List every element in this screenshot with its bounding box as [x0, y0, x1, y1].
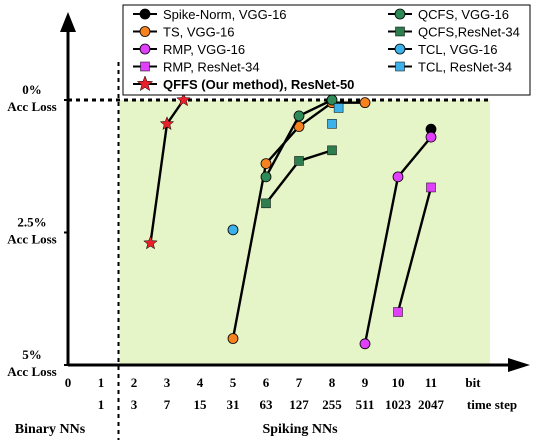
data-point-rmp-vgg-16	[425, 131, 437, 143]
x-tick-bit-label: 9	[362, 375, 369, 390]
x-tick-timestep-label: 1	[98, 397, 105, 412]
data-point-rmp-resnet-34	[393, 307, 403, 317]
y-tick-unit-label: Acc Loss	[7, 99, 56, 114]
legend-marker	[140, 61, 150, 72]
plot-background	[119, 100, 490, 365]
data-point-rmp-vgg-16	[359, 338, 371, 350]
legend-label: RMP, VGG-16	[163, 42, 245, 57]
data-point-tcl-vgg-16	[227, 224, 239, 236]
x-axis-timestep-label: time step	[467, 397, 517, 412]
x-tick-timestep-label: 1023	[385, 397, 412, 412]
y-tick-unit-label: Acc Loss	[7, 364, 56, 379]
x-tick-bit-label: 4	[197, 375, 204, 390]
legend-marker	[395, 61, 405, 72]
legend-marker	[139, 26, 151, 37]
x-tick-timestep-label: 2047	[418, 397, 445, 412]
x-tick-bit-label: 1	[98, 375, 105, 390]
y-tick-label: 0%	[22, 82, 42, 97]
x-tick-bit-label: 8	[329, 375, 336, 390]
legend-label: TCL, VGG-16	[418, 42, 497, 57]
x-tick-bit-label: 0	[65, 375, 72, 390]
x-tick-timestep-label: 127	[289, 397, 309, 412]
data-point-ts-vgg-16	[359, 97, 371, 109]
spiking-region-label: Spiking NNs	[262, 422, 338, 437]
legend-marker	[394, 8, 406, 20]
binary-region-label: Binary NNs	[15, 422, 86, 437]
data-point-qffs-our-method-resnet-50	[159, 116, 175, 131]
data-point-ts-vgg-16	[260, 158, 272, 170]
data-point-qcfs-resnet-34	[294, 156, 304, 166]
legend-marker-highlight	[136, 75, 154, 92]
data-point-tcl-resnet-34	[333, 103, 344, 113]
y-tick-label: 5%	[22, 347, 42, 362]
x-tick-timestep-label: 15	[194, 397, 208, 412]
x-tick-bit-label: 7	[296, 375, 303, 390]
series-line-rmp-resnet-34	[396, 187, 433, 313]
data-point-tcl-resnet-34	[327, 119, 337, 129]
data-point-rmp-vgg-16	[392, 171, 404, 183]
data-point-qcfs-vgg-16	[293, 110, 305, 122]
legend-label-highlight: QFFS (Our method), ResNet-50	[163, 77, 354, 92]
x-tick-timestep-label: 63	[260, 397, 274, 412]
legend-marker	[395, 26, 405, 37]
x-tick-bit-label: 2	[131, 375, 138, 390]
legend-label: TCL, ResNet-34	[418, 60, 512, 75]
x-axis-arrow	[508, 358, 530, 372]
legend-marker	[139, 43, 151, 55]
legend-label: RMP, ResNet-34	[163, 60, 260, 75]
legend-label: TS, VGG-16	[163, 25, 235, 40]
y-tick-unit-label: Acc Loss	[7, 232, 56, 247]
data-point-qcfs-resnet-34	[327, 145, 337, 156]
x-tick-timestep-label: 7	[164, 397, 171, 412]
x-tick-timestep-label: 255	[322, 397, 342, 412]
legend-box	[122, 4, 531, 96]
y-axis-arrow	[60, 12, 76, 32]
data-point-ts-vgg-16	[227, 333, 239, 344]
data-point-rmp-resnet-34	[426, 182, 436, 193]
x-tick-bit-label: 5	[230, 375, 237, 390]
x-tick-bit-label: 11	[425, 375, 437, 390]
legend-marker	[394, 43, 406, 55]
x-tick-bit-label: 10	[392, 375, 405, 390]
data-point-qcfs-resnet-34	[261, 198, 271, 209]
y-tick-label: 2.5%	[17, 215, 46, 230]
legend-label: Spike-Norm, VGG-16	[163, 7, 287, 22]
legend-label: QCFS,ResNet-34	[418, 25, 520, 40]
x-tick-bit-label: 6	[263, 375, 270, 390]
legend-marker	[139, 8, 151, 20]
data-point-qcfs-vgg-16	[260, 171, 272, 183]
x-tick-timestep-label: 3	[131, 397, 138, 412]
data-point-qffs-our-method-resnet-50	[176, 92, 191, 107]
x-tick-timestep-label: 511	[356, 397, 375, 412]
x-axis-bit-label: bit	[465, 375, 481, 390]
x-tick-timestep-label: 31	[227, 397, 240, 412]
data-point-qffs-our-method-resnet-50	[143, 235, 158, 250]
legend-label: QCFS, VGG-16	[418, 7, 509, 22]
x-tick-bit-label: 3	[164, 375, 171, 390]
